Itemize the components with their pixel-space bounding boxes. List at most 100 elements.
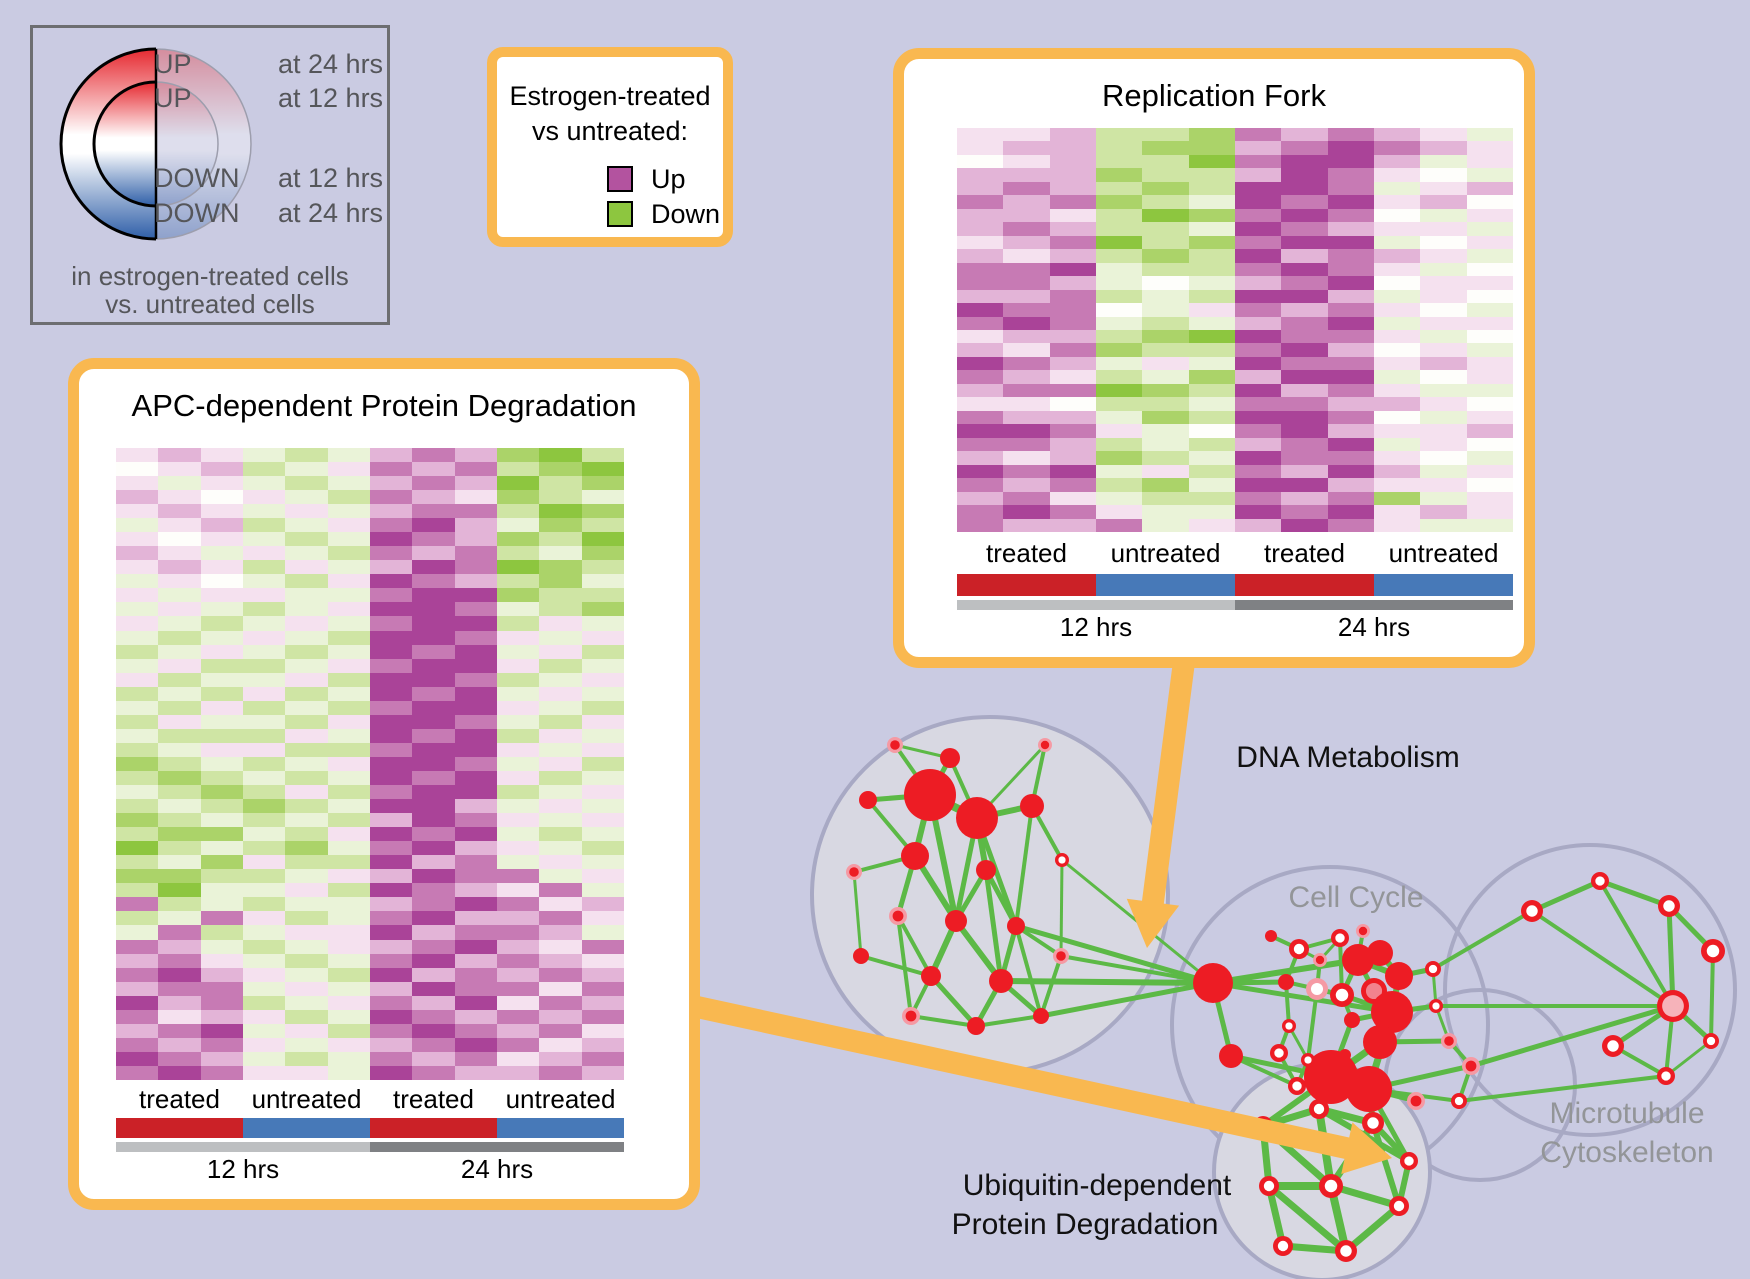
heatmap-cell (242, 841, 286, 856)
heatmap-cell (158, 714, 201, 729)
heatmap-cell (1049, 424, 1096, 438)
network-node (945, 910, 967, 932)
treated-untreated-bar (957, 574, 1513, 596)
heatmap-cell (539, 953, 582, 968)
heatmap-cell (242, 658, 286, 673)
heatmap-cell (116, 504, 159, 519)
heatmap-cell (581, 448, 624, 463)
group-label: untreated (1110, 538, 1221, 568)
heatmap-cell (957, 451, 1004, 465)
heatmap-cell (285, 939, 328, 954)
heatmap-cell (1420, 195, 1467, 209)
heatmap-cell (1003, 276, 1050, 290)
heatmap-cell (1234, 141, 1282, 155)
heatmap-cell (1327, 168, 1374, 182)
heatmap-cell (116, 742, 159, 757)
heatmap-cell (539, 981, 582, 996)
heatmap-cell (1466, 289, 1513, 304)
heatmap-cell (1142, 329, 1189, 344)
heatmap-cell (412, 1065, 455, 1080)
network-node-core (1315, 955, 1325, 965)
heatmap-cell (1049, 410, 1096, 425)
heatmap-cell (242, 672, 286, 687)
heatmap-cell (369, 1065, 413, 1080)
heatmap-cell (412, 925, 455, 940)
heatmap-cell (327, 1051, 370, 1066)
12hrs-segment (957, 600, 1235, 610)
heatmap-cell (327, 546, 370, 561)
heatmap-cell (581, 686, 624, 701)
heatmap-cell (1234, 329, 1282, 344)
heatmap-cell (200, 644, 243, 659)
network-edge (1015, 923, 1214, 986)
network-node-core (905, 1010, 917, 1022)
network-edge (1598, 879, 1675, 1008)
heatmap-cell (496, 995, 540, 1010)
heatmap-cell (1234, 383, 1282, 398)
heatmap-cell (1003, 451, 1050, 465)
heatmap-cell (116, 770, 159, 786)
heatmap-cell (200, 616, 243, 631)
heatmap-cell (1281, 316, 1328, 330)
heatmap-cell (1049, 343, 1096, 357)
network-edge (896, 915, 913, 1017)
heatmap-cell (581, 700, 624, 715)
panel-title: Replication Fork (1102, 78, 1326, 113)
heatmap-cell (454, 588, 497, 603)
heatmap-cell (1420, 464, 1467, 479)
heatmap-cell (285, 714, 328, 729)
heatmap-cell (454, 855, 497, 870)
heatmap-cell (369, 1009, 413, 1024)
heatmap-cell (285, 1009, 328, 1024)
heatmap-cell (369, 1051, 413, 1066)
untreated-segment (497, 1118, 624, 1138)
heatmap-cell (200, 869, 243, 884)
time-label-12: 12 hrs (1059, 612, 1133, 642)
heatmap-cell (200, 925, 243, 940)
group-label: untreated (251, 1084, 362, 1114)
ring-time: at 12 hrs (278, 83, 384, 113)
heatmap-cell (158, 813, 201, 828)
ring-solid-half (59, 47, 156, 241)
heatmap-cell (412, 518, 455, 533)
heatmap-cell (1327, 370, 1374, 384)
heatmap-cell (496, 827, 540, 842)
heatmap-cell (200, 672, 243, 687)
heatmap-cell (454, 967, 497, 982)
heatmap-cell (412, 462, 455, 477)
heatmap-cell (1373, 208, 1421, 223)
heatmap-cell (1188, 262, 1235, 277)
heatmap-cell (496, 883, 540, 898)
heatmap-cell (412, 770, 455, 786)
heatmap-cell (1420, 222, 1467, 236)
heatmap-cell (1466, 451, 1513, 465)
heatmap-cell (496, 490, 540, 505)
heatmap-cell (1234, 208, 1282, 223)
heatmap-cell (496, 602, 540, 617)
heatmap-cell (200, 1023, 243, 1038)
heatmap-cell (454, 841, 497, 856)
heatmap-cell (1281, 303, 1328, 317)
heatmap-cell (454, 602, 497, 617)
heatmap-cell (369, 700, 413, 715)
heatmap-cell (581, 574, 624, 589)
heatmap-cell (496, 813, 540, 828)
heatmap-cell (327, 476, 370, 491)
heatmap-cell (369, 953, 413, 968)
heatmap-cell (1466, 262, 1513, 277)
network-node-core (1335, 988, 1349, 1002)
heatmap-cell (496, 1065, 540, 1080)
heatmap-cell (285, 574, 328, 589)
heatmap-cell (369, 827, 413, 842)
heatmap-cell (327, 925, 370, 940)
heatmap-cell (158, 686, 201, 701)
network-node-core (1706, 1036, 1716, 1046)
heatmap-cell (581, 967, 624, 982)
heatmap-cell (1281, 181, 1328, 196)
heatmap-cell (1281, 276, 1328, 290)
heatmap-cell (285, 1065, 328, 1080)
heatmap-cell (957, 249, 1004, 263)
heatmap-cell (1049, 181, 1096, 196)
heatmap-cell (1420, 383, 1467, 398)
